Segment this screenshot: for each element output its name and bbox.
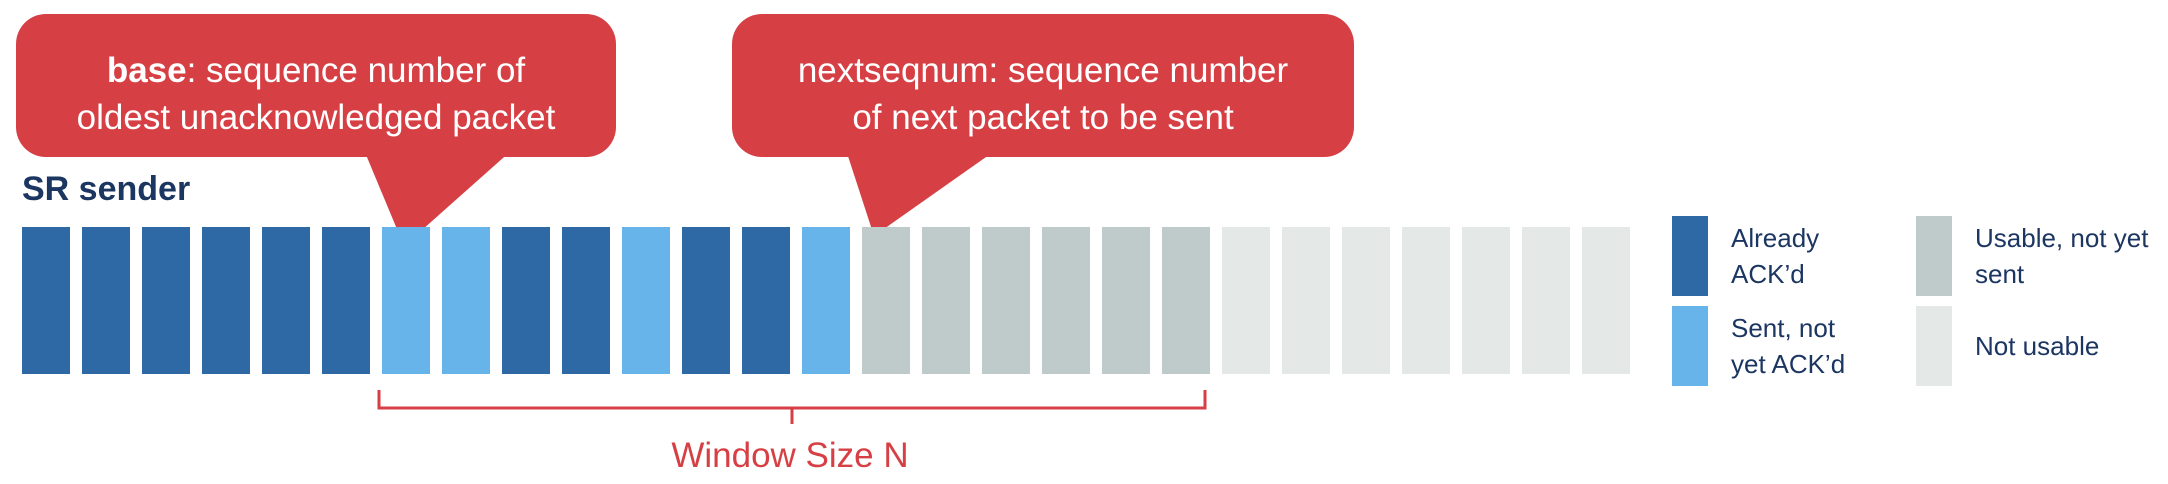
packet-acked <box>502 227 550 374</box>
packet-usable-not-sent <box>1042 227 1090 374</box>
packet-acked <box>682 227 730 374</box>
nextseqnum-callout: nextseqnum: sequence number of next pack… <box>732 14 1354 157</box>
legend-swatch-usable-not-sent <box>1916 216 1952 296</box>
base-callout-line1: : sequence number of <box>186 51 526 90</box>
packet-not-usable <box>1402 227 1450 374</box>
packet-acked <box>82 227 130 374</box>
packet-not-usable <box>1582 227 1630 374</box>
packet-acked <box>22 227 70 374</box>
packet-sent-not-acked <box>382 227 430 374</box>
legend-label-usable-not-sent: Usable, not yet sent <box>1975 223 2149 289</box>
packet-usable-not-sent <box>1162 227 1210 374</box>
packet-sent-not-acked <box>802 227 850 374</box>
legend-swatch-acked <box>1672 216 1708 296</box>
diagram-title: SR sender <box>22 170 191 208</box>
packet-sent-not-acked <box>622 227 670 374</box>
base-callout-line2: oldest unacknowledged packet <box>76 98 556 137</box>
legend-swatch-not-usable <box>1916 306 1952 386</box>
base-keyword: base <box>106 51 187 90</box>
legend-label-sent-not-acked: Sent, not yet ACK’d <box>1731 313 1846 379</box>
packet-not-usable <box>1282 227 1330 374</box>
packet-acked <box>142 227 190 374</box>
legend-label-acked: Already ACK’d <box>1731 223 1820 289</box>
packet-acked <box>262 227 310 374</box>
packet-acked <box>742 227 790 374</box>
nextseqnum-callout-line2: of next packet to be sent <box>852 98 1234 137</box>
nextseqnum-callout-line1: nextseqnum: sequence number <box>797 51 1289 90</box>
window-bracket <box>377 390 1207 424</box>
packet-not-usable <box>1222 227 1270 374</box>
packet-usable-not-sent <box>862 227 910 374</box>
packet-sent-not-acked <box>442 227 490 374</box>
legend-swatch-sent-not-acked <box>1672 306 1708 386</box>
legend-label-not-usable: Not usable <box>1975 331 2100 361</box>
packet-acked <box>202 227 250 374</box>
window-size-label: Window Size N <box>671 436 909 475</box>
base-callout-pointer <box>364 150 512 246</box>
packet-not-usable <box>1342 227 1390 374</box>
base-callout: base: sequence number of oldest unacknow… <box>16 14 616 157</box>
packet-not-usable <box>1462 227 1510 374</box>
packet-usable-not-sent <box>1102 227 1150 374</box>
packet-usable-not-sent <box>982 227 1030 374</box>
packet-acked <box>562 227 610 374</box>
packet-usable-not-sent <box>922 227 970 374</box>
nextseqnum-callout-pointer <box>846 150 996 236</box>
packet-not-usable <box>1522 227 1570 374</box>
packet-acked <box>322 227 370 374</box>
